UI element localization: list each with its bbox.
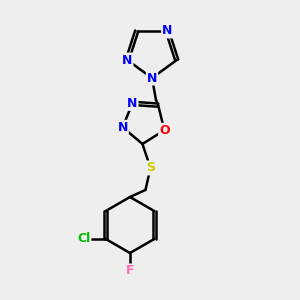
Text: F: F (126, 265, 134, 278)
Text: N: N (147, 71, 157, 85)
Text: N: N (162, 25, 172, 38)
Text: O: O (159, 124, 170, 137)
Text: N: N (127, 97, 137, 110)
Text: Cl: Cl (77, 232, 90, 245)
Text: N: N (122, 53, 133, 67)
Text: S: S (146, 161, 155, 174)
Text: N: N (118, 121, 128, 134)
